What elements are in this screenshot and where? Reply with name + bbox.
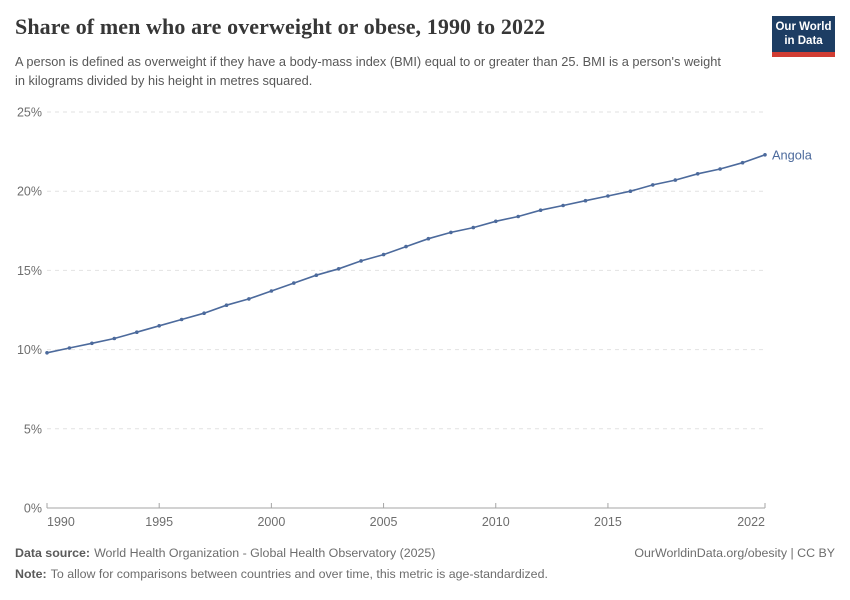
series-data-point[interactable]: [112, 336, 117, 341]
data-source-text: World Health Organization - Global Healt…: [94, 546, 436, 560]
series-data-point[interactable]: [763, 153, 767, 157]
owid-logo-line1: Our World: [775, 21, 832, 33]
series-data-point[interactable]: [449, 230, 453, 235]
note-text: To allow for comparisons between countri…: [50, 567, 548, 581]
owid-logo[interactable]: Our World in Data: [772, 16, 835, 57]
series-data-point[interactable]: [269, 289, 274, 293]
series-data-point[interactable]: [628, 189, 633, 193]
series-data-point[interactable]: [606, 194, 610, 198]
x-axis-tick-label: 2005: [370, 515, 398, 529]
y-axis-tick-label: 20%: [17, 185, 42, 199]
license-link[interactable]: OurWorldinData.org/obesity | CC BY: [634, 546, 835, 560]
x-axis-tick-label: 2010: [482, 515, 510, 529]
note-label: Note:: [15, 567, 47, 581]
y-axis-tick-label: 5%: [24, 422, 42, 436]
x-axis-tick-label: 2000: [257, 515, 285, 529]
series-data-point[interactable]: [157, 324, 161, 328]
x-axis-tick-label: 1995: [145, 515, 173, 529]
series-data-point[interactable]: [516, 214, 520, 219]
series-data-point[interactable]: [695, 172, 700, 176]
series-data-point[interactable]: [179, 317, 184, 322]
series-data-point[interactable]: [224, 303, 229, 308]
x-axis-tick-label: 1990: [47, 515, 75, 529]
series-data-point[interactable]: [651, 183, 655, 187]
series-data-point[interactable]: [292, 281, 296, 285]
series-data-point[interactable]: [90, 341, 94, 346]
x-axis-tick-label: 2015: [594, 515, 622, 529]
series-data-point[interactable]: [135, 330, 139, 335]
series-data-point[interactable]: [45, 351, 49, 355]
series-data-point[interactable]: [718, 167, 722, 171]
series-data-point[interactable]: [426, 236, 431, 241]
data-source-label: Data source:: [15, 546, 91, 560]
series-line-angola[interactable]: [46, 154, 766, 354]
chart-subtitle: A person is defined as overweight if the…: [15, 54, 721, 89]
y-axis-tick-label: 10%: [17, 343, 42, 357]
series-data-point[interactable]: [583, 198, 588, 203]
series-data-point[interactable]: [471, 225, 476, 230]
entity-label-angola[interactable]: Angola: [772, 147, 813, 162]
data-source-line: Data source: World Health Organization - …: [15, 546, 435, 560]
series-data-point[interactable]: [202, 311, 206, 316]
y-axis-tick-label: 15%: [17, 264, 42, 278]
series-data-point[interactable]: [561, 203, 565, 208]
page-title: Share of men who are overweight or obese…: [15, 14, 546, 39]
x-axis-tick-label: 2022: [737, 515, 765, 529]
series-data-point[interactable]: [359, 259, 363, 263]
series-data-point[interactable]: [381, 252, 386, 257]
series-data-point[interactable]: [740, 160, 745, 165]
y-axis-tick-label: 25%: [17, 106, 42, 120]
note-line: Note: To allow for comparisons between co…: [15, 567, 835, 581]
series-data-point[interactable]: [494, 219, 498, 224]
series-data-point[interactable]: [336, 267, 341, 271]
owid-logo-line2: in Data: [784, 35, 823, 48]
series-data-point[interactable]: [538, 208, 543, 212]
series-data-point[interactable]: [314, 273, 319, 278]
series-data-point[interactable]: [673, 178, 678, 182]
series-data-point[interactable]: [247, 297, 251, 301]
chart-footer: Data source: World Health Organization - …: [15, 546, 835, 581]
series-data-point[interactable]: [404, 244, 408, 249]
y-axis-tick-label: 0%: [24, 502, 42, 516]
series-data-point[interactable]: [67, 346, 72, 350]
